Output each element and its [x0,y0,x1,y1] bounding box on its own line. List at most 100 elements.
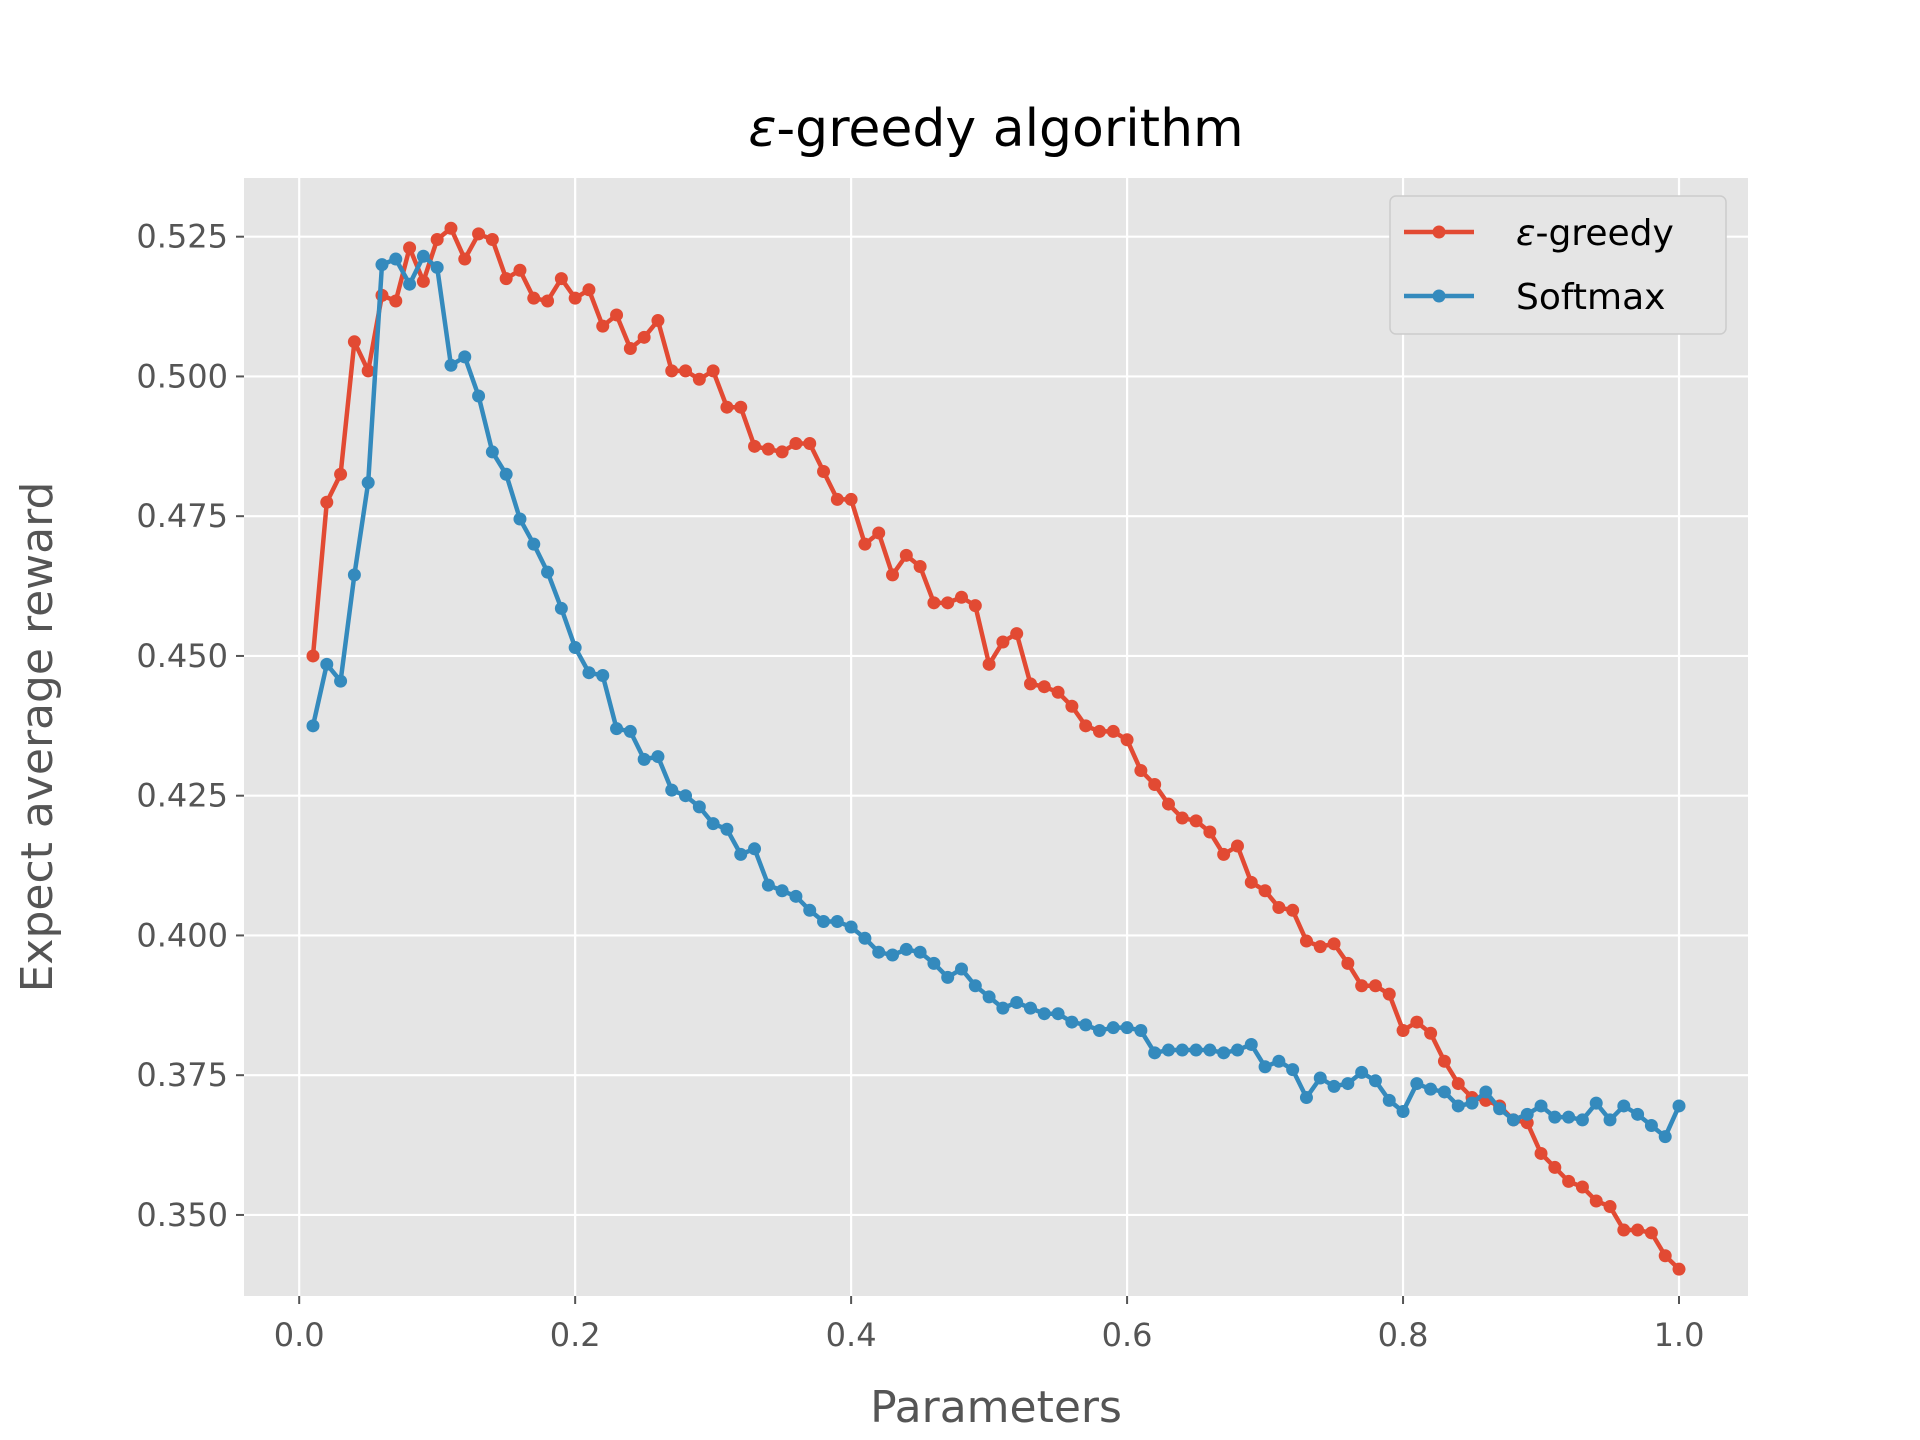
data-point-epsilon-greedy [513,263,527,277]
data-point-softmax [1258,1060,1272,1074]
data-point-softmax [403,277,417,291]
data-point-softmax [830,914,844,928]
data-point-softmax [1189,1043,1203,1057]
data-point-softmax [458,350,472,364]
data-point-epsilon-greedy [596,319,610,333]
data-point-epsilon-greedy [637,330,651,344]
data-point-softmax [665,783,679,797]
data-point-softmax [927,956,941,970]
x-tick-label: 0.0 [274,1316,325,1354]
data-point-epsilon-greedy [444,221,458,235]
data-point-epsilon-greedy [775,445,789,459]
data-point-softmax [1230,1043,1244,1057]
data-point-softmax [347,568,361,582]
data-point-softmax [968,979,982,993]
data-point-softmax [996,1001,1010,1015]
data-point-epsilon-greedy [872,526,886,540]
data-point-epsilon-greedy [623,341,637,355]
data-point-epsilon-greedy [582,283,596,297]
data-point-softmax [1562,1110,1576,1124]
data-point-epsilon-greedy [347,335,361,349]
data-point-softmax [1244,1037,1258,1051]
data-point-softmax [361,476,375,490]
y-axis-label: Expect average reward [12,482,63,993]
data-point-epsilon-greedy [1562,1174,1576,1188]
data-point-epsilon-greedy [458,252,472,266]
data-point-epsilon-greedy [1272,900,1286,914]
legend-marker-softmax [1432,289,1446,303]
data-point-softmax [1479,1085,1493,1099]
data-point-epsilon-greedy [1120,733,1134,747]
data-point-softmax [1672,1099,1686,1113]
data-point-epsilon-greedy [748,439,762,453]
data-point-softmax [872,945,886,959]
data-point-softmax [982,990,996,1004]
data-point-softmax [1065,1015,1079,1029]
data-point-softmax [1355,1065,1369,1079]
data-point-softmax [1631,1107,1645,1121]
chart-title: ε-greedy algorithm [748,99,1243,159]
data-point-softmax [1520,1107,1534,1121]
data-point-epsilon-greedy [844,492,858,506]
data-point-softmax [1424,1082,1438,1096]
data-point-epsilon-greedy [1617,1223,1631,1237]
series-lines [306,221,1686,1276]
legend-marker-epsilon-greedy [1432,225,1446,239]
data-point-softmax [1451,1099,1465,1113]
data-point-softmax [596,669,610,683]
data-point-softmax [375,258,389,272]
data-point-softmax [389,252,403,266]
data-point-softmax [817,914,831,928]
data-point-softmax [899,942,913,956]
data-point-softmax [1175,1043,1189,1057]
data-point-epsilon-greedy [1451,1077,1465,1091]
data-point-epsilon-greedy [1355,979,1369,993]
data-point-epsilon-greedy [1396,1023,1410,1037]
data-point-epsilon-greedy [1603,1200,1617,1214]
data-point-epsilon-greedy [306,649,320,663]
data-point-epsilon-greedy [1079,719,1093,733]
data-point-softmax [1023,1001,1037,1015]
data-point-epsilon-greedy [1410,1015,1424,1029]
data-point-epsilon-greedy [665,364,679,378]
y-tick-label: 0.475 [136,497,228,535]
data-point-softmax [1575,1113,1589,1127]
data-point-softmax [1079,1018,1093,1032]
y-tick-label: 0.500 [136,357,228,395]
data-point-epsilon-greedy [610,308,624,322]
data-point-softmax [637,752,651,766]
data-point-softmax [472,389,486,403]
data-point-softmax [651,750,665,764]
data-point-softmax [1437,1085,1451,1099]
data-point-epsilon-greedy [1148,778,1162,792]
series-line-epsilon-greedy [310,226,1681,1271]
legend-label-epsilon-greedy: ε-greedy [1516,213,1674,254]
data-point-softmax [1217,1046,1231,1060]
data-point-epsilon-greedy [334,467,348,481]
axis-ticks: 0.0 0.2 0.4 0.6 0.8 1.0 0.350 0.375 0.400 0.425 0.… [136,218,1704,1354]
data-point-epsilon-greedy [706,364,720,378]
data-point-epsilon-greedy [485,232,499,246]
data-point-epsilon-greedy [389,294,403,308]
data-point-softmax [1299,1091,1313,1105]
data-point-softmax [1010,996,1024,1010]
data-point-softmax [610,722,624,736]
data-point-softmax [1092,1023,1106,1037]
data-point-softmax [706,817,720,831]
data-point-softmax [582,666,596,680]
data-point-epsilon-greedy [651,314,665,328]
data-point-softmax [1341,1077,1355,1091]
data-point-epsilon-greedy [1106,724,1120,738]
data-point-softmax [789,889,803,903]
data-point-epsilon-greedy [1589,1194,1603,1208]
data-point-epsilon-greedy [886,568,900,582]
x-tick-label: 0.2 [550,1316,601,1354]
data-point-softmax [1603,1113,1617,1127]
data-point-softmax [485,445,499,459]
data-point-softmax [541,565,555,579]
data-point-softmax [1548,1110,1562,1124]
data-point-softmax [1506,1113,1520,1127]
data-point-epsilon-greedy [1313,940,1327,954]
data-point-softmax [513,512,527,526]
